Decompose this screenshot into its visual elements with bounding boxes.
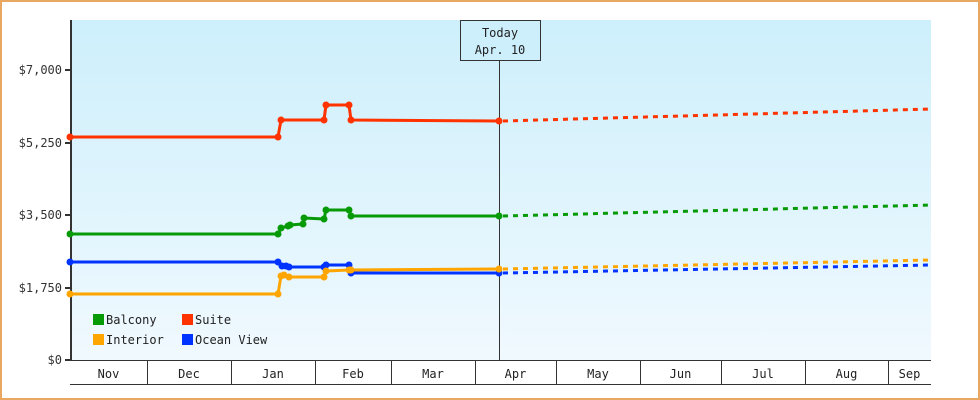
data-point[interactable] (300, 214, 308, 222)
data-point[interactable] (345, 206, 353, 214)
x-month-label: Nov (98, 367, 120, 381)
data-point[interactable] (286, 221, 294, 229)
data-point[interactable] (277, 116, 285, 124)
today-label: Today (482, 26, 518, 40)
x-axis: Nov Dec Jan Feb Mar Apr May Jun Jul Aug Sep (70, 360, 931, 385)
y-tick-label: $3,500 (19, 208, 62, 222)
x-month-label: Jun (670, 367, 692, 381)
x-month-label: Jan (262, 367, 284, 381)
legend-swatch-balcony (93, 314, 104, 325)
x-month-label: Apr (505, 367, 527, 381)
data-point[interactable] (495, 117, 503, 125)
data-point[interactable] (320, 215, 328, 223)
data-point[interactable] (66, 133, 74, 141)
data-point[interactable] (320, 273, 328, 281)
series-balcony (66, 203, 932, 238)
x-month-label: May (587, 367, 609, 381)
data-point[interactable] (347, 266, 355, 274)
data-point[interactable] (347, 116, 355, 124)
today-marker: Today Apr. 10 (460, 20, 541, 360)
legend-label: Suite (195, 313, 231, 327)
today-date: Apr. 10 (475, 43, 526, 57)
y-tick-label: $0 (48, 353, 62, 367)
data-point[interactable] (322, 101, 330, 109)
y-tick-label: $5,250 (19, 136, 62, 150)
data-point[interactable] (495, 212, 503, 220)
legend-swatch-ocean-view (182, 334, 193, 345)
y-axis: $0 $1,750 $3,500 $5,250 $7,000 (19, 20, 72, 367)
legend-swatch-suite (182, 314, 193, 325)
y-tick-label: $7,000 (19, 63, 62, 77)
legend-swatch-interior (93, 334, 104, 345)
data-point[interactable] (495, 265, 503, 273)
data-point[interactable] (66, 230, 74, 238)
data-point[interactable] (322, 206, 330, 214)
today-callout-box (460, 20, 541, 61)
series-suite (66, 101, 932, 141)
x-month-label: Dec (178, 367, 200, 381)
data-point[interactable] (66, 258, 74, 266)
data-point[interactable] (345, 101, 353, 109)
data-point[interactable] (322, 267, 330, 275)
series-lines (66, 101, 932, 298)
legend-label: Balcony (106, 313, 157, 327)
x-month-label: Mar (422, 367, 444, 381)
data-point[interactable] (274, 133, 282, 141)
data-point[interactable] (66, 290, 74, 298)
data-point[interactable] (299, 220, 307, 228)
y-tick-label: $1,750 (19, 281, 62, 295)
series-interior (66, 258, 932, 298)
data-point[interactable] (274, 290, 282, 298)
data-point[interactable] (285, 263, 293, 271)
legend-label: Interior (106, 333, 164, 347)
x-month-label: Feb (342, 367, 364, 381)
data-point[interactable] (320, 116, 328, 124)
x-month-label: Jul (752, 367, 774, 381)
plot-area (71, 20, 931, 360)
data-point[interactable] (285, 273, 293, 281)
legend-label: Ocean View (195, 333, 268, 347)
data-point[interactable] (322, 261, 330, 269)
data-point[interactable] (274, 230, 282, 238)
data-point[interactable] (347, 212, 355, 220)
x-month-label: Sep (899, 367, 921, 381)
data-point[interactable] (277, 224, 285, 232)
x-month-label: Aug (836, 367, 858, 381)
legend: Balcony Suite Interior Ocean View (93, 313, 268, 347)
